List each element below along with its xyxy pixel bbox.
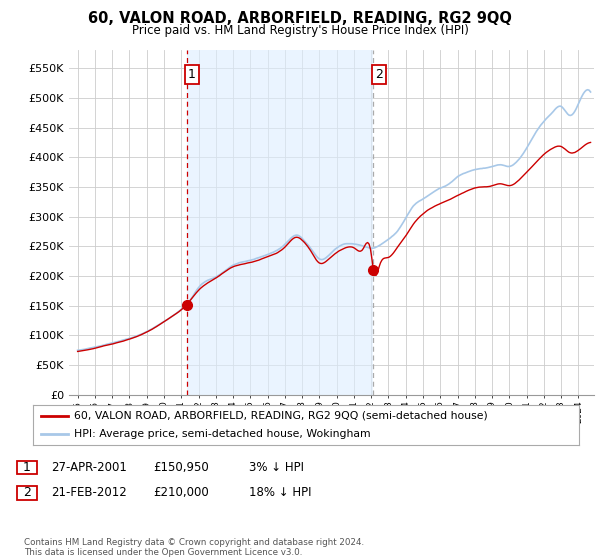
Text: 2: 2 [23, 486, 31, 500]
Text: 60, VALON ROAD, ARBORFIELD, READING, RG2 9QQ: 60, VALON ROAD, ARBORFIELD, READING, RG2… [88, 11, 512, 26]
Text: 60, VALON ROAD, ARBORFIELD, READING, RG2 9QQ (semi-detached house): 60, VALON ROAD, ARBORFIELD, READING, RG2… [74, 411, 488, 421]
Text: HPI: Average price, semi-detached house, Wokingham: HPI: Average price, semi-detached house,… [74, 430, 371, 439]
Text: 1: 1 [188, 68, 196, 81]
Text: 21-FEB-2012: 21-FEB-2012 [51, 486, 127, 500]
Text: 27-APR-2001: 27-APR-2001 [51, 461, 127, 474]
Text: 18% ↓ HPI: 18% ↓ HPI [249, 486, 311, 500]
Text: 3% ↓ HPI: 3% ↓ HPI [249, 461, 304, 474]
Text: 1: 1 [23, 461, 31, 474]
Text: Contains HM Land Registry data © Crown copyright and database right 2024.
This d: Contains HM Land Registry data © Crown c… [24, 538, 364, 557]
Text: Price paid vs. HM Land Registry's House Price Index (HPI): Price paid vs. HM Land Registry's House … [131, 24, 469, 36]
Text: £150,950: £150,950 [153, 461, 209, 474]
Text: 2: 2 [375, 68, 383, 81]
Text: £210,000: £210,000 [153, 486, 209, 500]
Bar [187, 50, 373, 395]
